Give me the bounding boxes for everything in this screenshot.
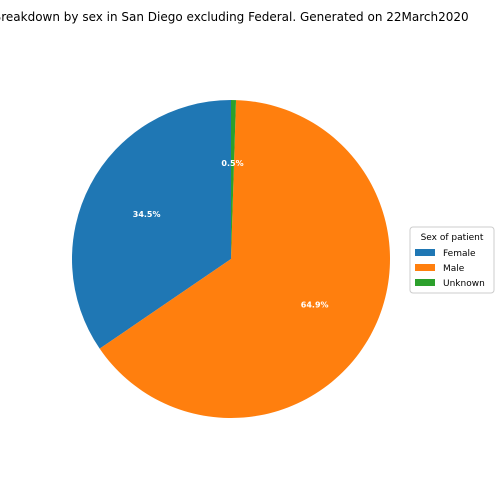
legend-title: Sex of patient bbox=[421, 233, 484, 243]
pie-slice-unknown bbox=[231, 100, 236, 259]
pie-slice-male bbox=[99, 100, 390, 418]
legend-swatch-female bbox=[415, 249, 435, 256]
legend-label-female: Female bbox=[443, 249, 476, 259]
legend: Sex of patient Female Male Unknown bbox=[409, 226, 495, 294]
legend-items: Female Male Unknown bbox=[415, 249, 485, 289]
pie-slice-female bbox=[71, 100, 231, 349]
percent-label-unknown: 0.5% bbox=[221, 159, 243, 168]
legend-swatch-male bbox=[415, 264, 435, 271]
percent-label-female: 34.5% bbox=[133, 210, 161, 219]
legend-label-male: Male bbox=[443, 264, 465, 274]
legend-label-unknown: Unknown bbox=[443, 279, 485, 289]
legend-swatch-unknown bbox=[415, 279, 435, 286]
percent-label-male: 64.9% bbox=[301, 300, 329, 309]
pie-slices bbox=[71, 100, 390, 418]
chart-title: Breakdown by sex in San Diego excluding … bbox=[0, 10, 469, 24]
legend-frame bbox=[409, 226, 495, 294]
percent-labels: 34.5% 64.9% 0.5% bbox=[133, 159, 329, 309]
